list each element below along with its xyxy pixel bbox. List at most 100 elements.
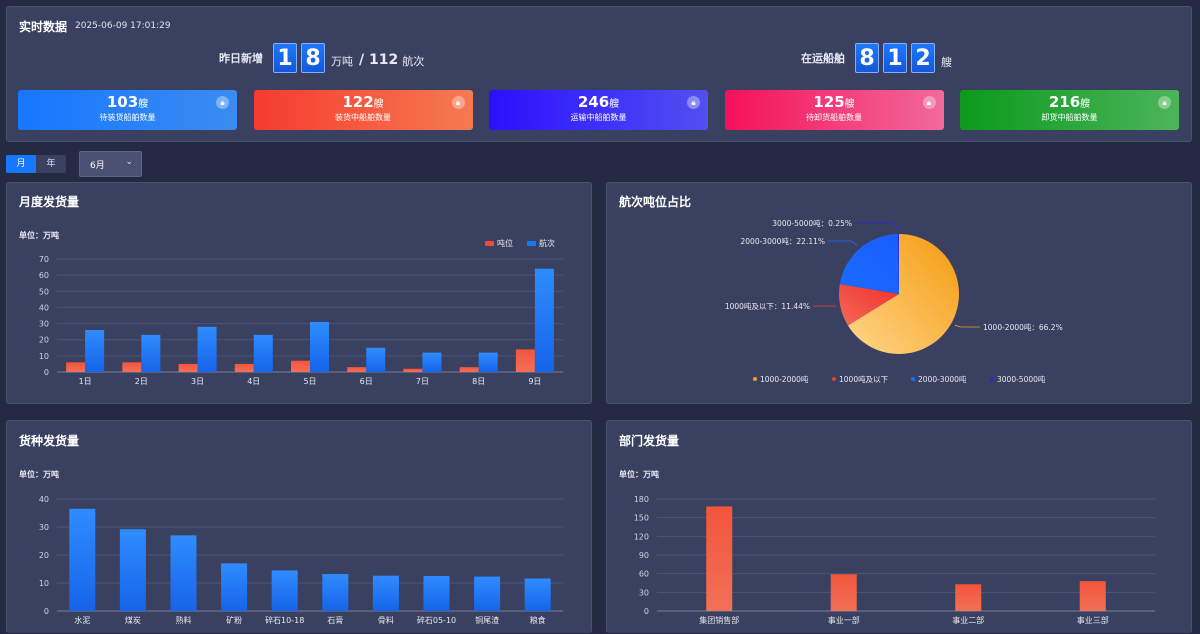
bar bbox=[291, 361, 310, 372]
chevron-down-icon: ⌄ bbox=[125, 157, 133, 167]
bar bbox=[403, 369, 422, 372]
y-tick-label: 180 bbox=[634, 495, 649, 504]
lock-icon: 🔒︎ bbox=[216, 96, 229, 109]
bar bbox=[235, 364, 254, 372]
bar bbox=[706, 506, 732, 611]
stat-label: 运输中船舶数量 bbox=[489, 112, 708, 123]
bar bbox=[955, 584, 981, 611]
bar bbox=[460, 367, 479, 372]
x-tick-label: 煤炭 bbox=[125, 615, 141, 625]
lock-icon: 🔒︎ bbox=[1158, 96, 1171, 109]
x-tick-label: 铜尾渣 bbox=[475, 615, 499, 625]
x-tick-label: 矿粉 bbox=[226, 615, 242, 625]
stat-value: 122艘 bbox=[254, 93, 473, 111]
pie-leader-line bbox=[955, 325, 980, 327]
pie-chart: 1000-2000吨：66.2%1000吨及以下：11.44%2000-3000… bbox=[607, 183, 1193, 405]
y-tick-label: 20 bbox=[39, 336, 49, 345]
y-tick-label: 30 bbox=[639, 588, 649, 597]
x-tick-label: 8日 bbox=[472, 377, 485, 386]
bar bbox=[122, 362, 141, 372]
pie-label: 1000-2000吨：66.2% bbox=[983, 322, 1063, 332]
legend-label: 1000吨及以下 bbox=[839, 374, 889, 384]
bar bbox=[373, 576, 399, 611]
bar bbox=[179, 364, 198, 372]
x-tick-label: 集团销售部 bbox=[699, 615, 739, 625]
lock-icon: 🔒︎ bbox=[452, 96, 465, 109]
legend-swatch bbox=[485, 241, 494, 246]
x-tick-label: 水泥 bbox=[74, 615, 90, 625]
digit-box: 2 bbox=[911, 43, 935, 73]
legend-dot bbox=[911, 377, 915, 381]
bar bbox=[474, 577, 500, 611]
y-tick-label: 10 bbox=[39, 352, 49, 361]
x-tick-label: 粮食 bbox=[530, 615, 546, 625]
bar bbox=[254, 335, 273, 372]
bar bbox=[347, 367, 366, 372]
stat-label: 待装货船舶数量 bbox=[18, 112, 237, 123]
digit-box: 8 bbox=[301, 43, 325, 73]
tab-month[interactable]: 月 bbox=[6, 155, 36, 173]
bar bbox=[85, 330, 104, 372]
timestamp: 2025-06-09 17:01:29 bbox=[75, 21, 171, 31]
legend-label: 吨位 bbox=[497, 238, 513, 248]
lock-icon: 🔒︎ bbox=[687, 96, 700, 109]
pie-label: 2000-3000吨：22.11% bbox=[741, 236, 825, 246]
stat-label: 待卸货船舶数量 bbox=[725, 112, 944, 123]
y-tick-label: 40 bbox=[39, 303, 49, 312]
stat-card[interactable]: 103艘待装货船舶数量 🔒︎ bbox=[18, 90, 237, 130]
voyage-unit: 航次 bbox=[402, 53, 424, 69]
tab-year[interactable]: 年 bbox=[36, 155, 66, 173]
y-tick-label: 60 bbox=[39, 271, 49, 280]
bar bbox=[366, 348, 385, 372]
digit-box: 1 bbox=[883, 43, 907, 73]
bar bbox=[1080, 581, 1106, 611]
x-tick-label: 3日 bbox=[191, 377, 204, 386]
bar bbox=[479, 353, 498, 372]
lock-icon: 🔒︎ bbox=[923, 96, 936, 109]
bar bbox=[272, 570, 298, 611]
y-tick-label: 90 bbox=[639, 551, 649, 560]
y-tick-label: 60 bbox=[639, 570, 649, 579]
x-tick-label: 碎石10-18 bbox=[265, 615, 304, 625]
yesterday-label: 昨日新增 bbox=[219, 50, 263, 66]
y-tick-label: 150 bbox=[634, 514, 649, 523]
stat-value: 103艘 bbox=[18, 93, 237, 111]
x-tick-label: 碎石05-10 bbox=[417, 615, 456, 625]
legend-swatch bbox=[527, 241, 536, 246]
legend-dot bbox=[832, 377, 836, 381]
stat-card[interactable]: 216艘卸货中船舶数量🔒︎ bbox=[960, 90, 1179, 130]
bar bbox=[535, 269, 554, 372]
stat-label: 装货中船舶数量 bbox=[254, 112, 473, 123]
legend-label: 3000-5000吨 bbox=[997, 374, 1046, 384]
y-tick-label: 20 bbox=[39, 551, 49, 560]
bar bbox=[310, 322, 329, 372]
stat-card[interactable]: 122艘装货中船舶数量 🔒︎ bbox=[254, 90, 473, 130]
stat-card[interactable]: 125艘待卸货船舶数量 🔒︎ bbox=[725, 90, 944, 130]
y-tick-label: 0 bbox=[644, 607, 649, 616]
bar bbox=[525, 579, 551, 611]
x-tick-label: 2日 bbox=[135, 377, 148, 386]
x-tick-label: 骨料 bbox=[378, 615, 394, 625]
legend-dot bbox=[753, 377, 757, 381]
legend-label: 2000-3000吨 bbox=[918, 374, 967, 384]
month-select[interactable]: 6月 ⌄ bbox=[79, 151, 142, 177]
transit-unit: 艘 bbox=[941, 54, 952, 70]
stat-value: 125艘 bbox=[725, 93, 944, 111]
stat-card[interactable]: 246艘运输中船舶数量🔒︎ bbox=[489, 90, 708, 130]
bar bbox=[322, 574, 348, 611]
digit-box: 1 bbox=[273, 43, 297, 73]
pie-slice bbox=[840, 234, 899, 294]
bar bbox=[831, 574, 857, 611]
x-tick-label: 7日 bbox=[416, 377, 429, 386]
x-tick-label: 4日 bbox=[247, 377, 260, 386]
y-tick-label: 50 bbox=[39, 287, 49, 296]
x-tick-label: 熟料 bbox=[176, 615, 192, 625]
legend-label: 1000-2000吨 bbox=[760, 374, 809, 384]
pie-label: 3000-5000吨：0.25% bbox=[772, 218, 852, 228]
